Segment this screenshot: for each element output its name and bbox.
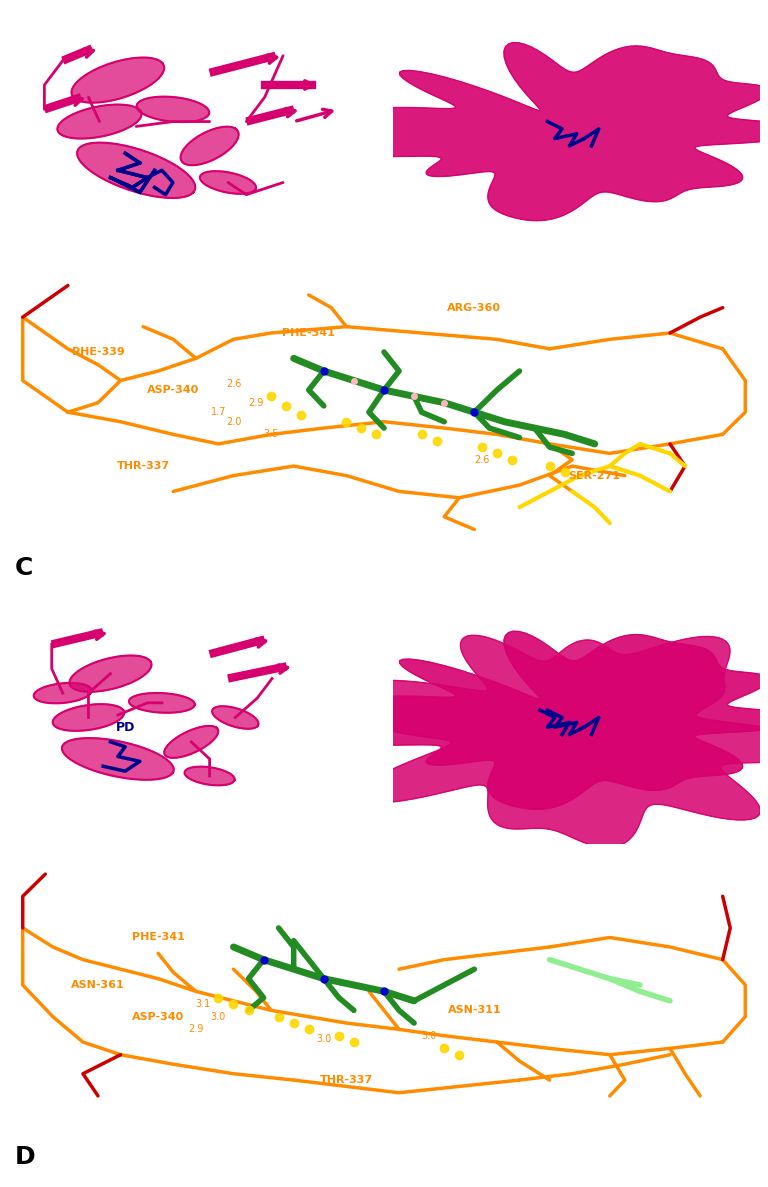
Text: THR-337: THR-337 (117, 461, 170, 471)
Polygon shape (137, 96, 209, 122)
Text: ARG-360: ARG-360 (447, 303, 502, 312)
Polygon shape (69, 655, 151, 692)
Text: 3.0: 3.0 (210, 1011, 226, 1022)
Polygon shape (298, 631, 768, 810)
Text: PD: PD (115, 721, 135, 734)
Text: PHE-339: PHE-339 (71, 347, 124, 357)
Text: 2.0: 2.0 (226, 417, 241, 426)
Text: 2.6: 2.6 (226, 379, 241, 388)
Text: 3.0: 3.0 (316, 1034, 332, 1043)
Text: PHE-341: PHE-341 (132, 933, 184, 942)
Text: 3.1: 3.1 (196, 999, 211, 1009)
Polygon shape (34, 683, 92, 704)
Polygon shape (58, 104, 141, 139)
Text: D: D (15, 1144, 36, 1169)
Polygon shape (298, 43, 768, 221)
Polygon shape (200, 171, 256, 193)
Polygon shape (53, 704, 124, 731)
Text: THR-337: THR-337 (319, 1075, 373, 1085)
Text: SER-271: SER-271 (569, 470, 621, 481)
Text: C: C (15, 557, 34, 580)
Polygon shape (71, 57, 164, 103)
Text: 2.6: 2.6 (474, 455, 489, 465)
Text: ASP-340: ASP-340 (147, 385, 200, 395)
Polygon shape (184, 767, 235, 786)
Polygon shape (212, 706, 259, 729)
Text: ASN-311: ASN-311 (448, 1005, 502, 1015)
Text: ASP-340: ASP-340 (132, 1011, 184, 1022)
Polygon shape (129, 693, 195, 712)
Text: 2.9: 2.9 (248, 398, 263, 407)
Text: ASN-361: ASN-361 (71, 980, 125, 990)
Text: 3.0: 3.0 (422, 1030, 437, 1041)
Polygon shape (62, 738, 174, 780)
Text: 3.5: 3.5 (263, 430, 279, 439)
Polygon shape (347, 635, 768, 848)
Text: 2.9: 2.9 (188, 1024, 204, 1034)
Polygon shape (180, 127, 239, 165)
Polygon shape (77, 142, 195, 198)
Polygon shape (164, 726, 218, 757)
Text: 1.7: 1.7 (210, 407, 226, 417)
Text: PHE-341: PHE-341 (283, 328, 335, 338)
